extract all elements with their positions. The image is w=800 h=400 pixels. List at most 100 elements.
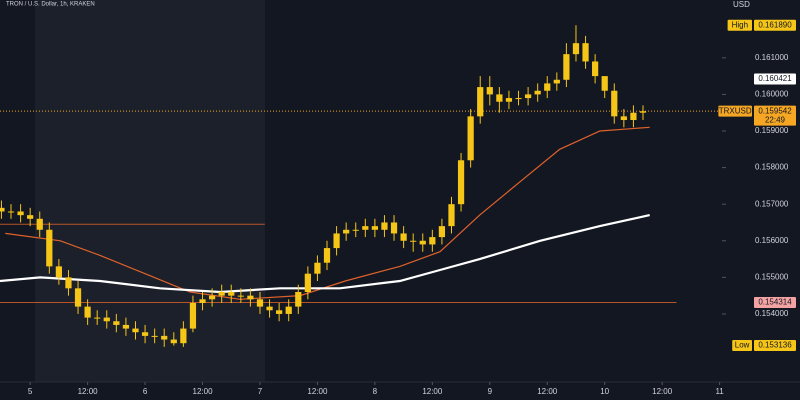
price-label: 0.159542 [758,106,792,115]
candle-body [362,226,369,230]
candle-body [295,291,302,307]
candle-body [36,218,43,230]
candle-body [103,317,110,322]
price-label-name: High [732,20,748,29]
x-tick-label: 8 [373,387,378,396]
candle-body [228,291,235,296]
candle-body [27,215,34,219]
price-label-box [754,105,796,126]
candle-body [314,262,321,274]
candle-body [429,237,436,245]
candle-body [285,306,292,314]
candle-body [208,295,216,300]
candle-body [343,229,350,234]
candle-body [94,317,101,319]
price-label: 0.160421 [758,74,792,83]
price-label: 0.154314 [758,298,792,307]
price-label-name: Low [735,341,750,350]
candle-body [17,211,24,216]
chart-title: TRON / U.S. Dollar, 1h, KRAKEN [6,2,95,8]
candle-body [266,306,273,311]
candle-body [563,54,570,80]
candle-body [256,299,264,307]
y-tick-label: 0.160000 [755,90,789,99]
x-tick-label: 7 [258,387,263,396]
candle-body [151,335,158,337]
y-tick-label: 0.157000 [755,199,789,208]
price-label-box [754,296,796,308]
x-tick-label: 12:00 [193,387,214,396]
x-tick-label: 6 [143,387,148,396]
candle-body [381,222,388,230]
candle-body [477,87,484,117]
candle-body [390,222,398,234]
candle-body [544,83,551,91]
candle-body [534,90,541,95]
x-tick-label: 9 [488,387,493,396]
candle-body [180,328,187,344]
y-tick-label: 0.159000 [755,126,789,135]
candle-body [611,90,618,117]
price-label: 0.153136 [758,341,792,350]
candle-body [457,160,465,205]
candle-body [84,306,91,318]
candle-body [438,226,446,238]
candle-body [592,61,599,77]
session-shade [35,0,265,382]
x-tick-label: 11 [715,387,724,396]
x-tick-label: 10 [600,387,609,396]
candle-body [132,328,139,333]
candle-body [371,226,378,230]
candle-body [170,339,177,344]
candle-body [46,229,53,267]
candle-body [630,112,637,121]
x-tick-label: 12:00 [78,387,99,396]
y-tick-label: 0.155000 [755,272,789,281]
candle-body [7,211,15,213]
candle-body [113,321,120,325]
candle-body [505,98,513,102]
candle-body [553,79,560,84]
candle-body [333,233,340,249]
candle-body [601,76,608,91]
candle-body [122,324,130,329]
candle-body [620,116,627,121]
price-label-box [754,73,796,85]
candle-body [400,233,407,241]
axis-unit: USD [733,0,750,9]
moving-average [0,214,650,294]
price-label-box [754,19,796,31]
candle-body [352,229,359,231]
candle-body [572,43,580,55]
price-label-time: 22:49 [765,115,786,124]
x-tick-label: 12:00 [307,387,328,396]
candle-body [304,273,311,292]
candle-body [419,240,426,245]
candle-body [448,204,455,227]
candle-body [410,240,417,242]
y-tick-label: 0.154000 [755,309,789,318]
candle-body [55,266,63,278]
candle-body [161,335,168,340]
y-tick-label: 0.156000 [755,236,789,245]
candle-body [639,111,647,113]
candle-body [74,288,82,307]
candle-body [467,116,474,161]
y-tick-label: 0.158000 [755,163,789,172]
price-axis-panel [722,0,800,400]
candle-body [515,98,522,100]
price-label-name: TRXUSD [719,106,752,115]
candle-body [189,302,197,329]
price-label-name-box [732,340,752,352]
x-tick-label: 12:00 [537,387,558,396]
price-label: 0.161890 [758,20,792,29]
candle-body [237,295,244,297]
candle-body [496,94,503,102]
candle-body [199,299,206,303]
y-tick-label: 0.161000 [755,53,789,62]
candle-body [582,43,589,62]
x-tick-label: 12:00 [422,387,443,396]
price-label-box [754,340,796,352]
moving-average [5,126,650,300]
